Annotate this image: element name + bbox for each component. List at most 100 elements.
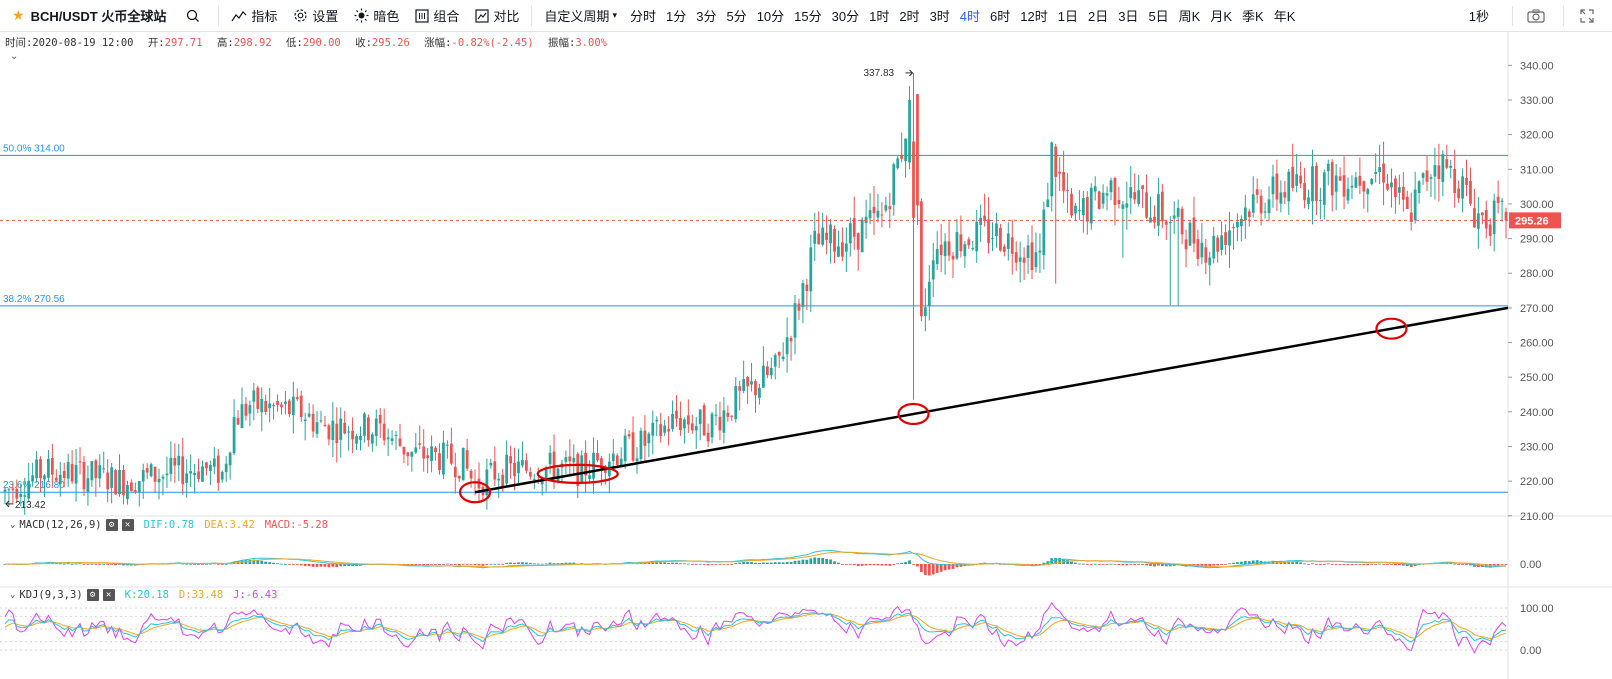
candle-body	[1034, 252, 1038, 267]
interval-2[interactable]: 3分	[696, 9, 717, 24]
candle-body	[323, 424, 327, 427]
macd-histogram-bar	[1322, 564, 1326, 565]
interval-12[interactable]: 12时	[1020, 9, 1048, 24]
candle-body	[1038, 250, 1042, 253]
candle-body	[394, 434, 398, 436]
candle	[734, 377, 738, 423]
candle-body	[1453, 169, 1457, 194]
symbol-selector[interactable]: ★ BCH/USDT 火币全球站	[0, 0, 176, 32]
candle-body	[1078, 210, 1081, 212]
macd-histogram-bar	[1247, 561, 1251, 564]
interval-6[interactable]: 30分	[831, 9, 860, 24]
macd-histogram-bar	[477, 564, 481, 566]
fullscreen-button[interactable]	[1568, 0, 1612, 32]
candle-body	[1224, 232, 1227, 246]
candle	[714, 404, 718, 426]
interval-10[interactable]: 4时	[959, 9, 981, 24]
candle-body	[122, 470, 125, 496]
macd-histogram-bar	[497, 563, 501, 565]
macd-histogram-bar	[1500, 564, 1504, 565]
gear-icon[interactable]: ⚙	[105, 519, 118, 531]
chart-area[interactable]: 210.00 220.00 230.00 240.00 250.00 260.00 270.…	[0, 32, 1612, 679]
dark-mode-button[interactable]: 暗色	[346, 0, 407, 32]
custom-period-dropdown[interactable]: 自定义周期 ▾	[536, 0, 625, 32]
candle-body	[1010, 237, 1014, 254]
interval-15[interactable]: 3日	[1118, 9, 1139, 24]
interval-8[interactable]: 2时	[899, 9, 920, 24]
candle-body	[813, 230, 817, 244]
candle	[481, 484, 485, 502]
interval-0[interactable]: 分时	[629, 9, 656, 24]
candle	[1117, 186, 1121, 209]
interval-7[interactable]: 1时	[869, 9, 890, 24]
candle	[841, 227, 844, 262]
candle-body	[801, 283, 805, 307]
interval-17[interactable]: 周K	[1178, 9, 1201, 24]
candle	[1014, 241, 1018, 271]
candle-body	[295, 397, 299, 400]
macd-histogram-bar	[70, 563, 74, 565]
macd-histogram-bar	[1382, 564, 1385, 565]
candle	[224, 456, 228, 482]
macd-histogram-bar	[252, 559, 256, 564]
interval-3[interactable]: 5分	[726, 9, 747, 24]
search-button[interactable]	[176, 0, 214, 32]
candle	[43, 474, 46, 497]
interval-5[interactable]: 15分	[794, 9, 822, 24]
candle	[1137, 174, 1141, 207]
interval-16[interactable]: 5日	[1148, 9, 1169, 24]
candle	[110, 463, 114, 504]
interval-9[interactable]: 3时	[929, 9, 950, 24]
star-icon[interactable]: ★	[12, 7, 25, 23]
combine-button[interactable]: 组合	[407, 0, 467, 32]
candle-body	[197, 471, 200, 479]
candle-body	[762, 365, 765, 388]
fib-level-label: 50.0% 314.00	[3, 143, 65, 154]
macd-histogram-bar	[122, 564, 125, 566]
interval-1[interactable]: 1分	[665, 9, 687, 24]
candle	[161, 474, 165, 496]
candle-body	[1208, 257, 1212, 266]
candle-body	[679, 417, 682, 431]
macd-histogram-bar	[461, 564, 465, 565]
candle-body	[453, 466, 457, 478]
chevron-down-icon[interactable]: ⌄	[10, 590, 16, 600]
interval-14[interactable]: 2日	[1087, 9, 1109, 24]
candle	[1303, 168, 1306, 209]
gear-icon[interactable]: ⚙	[86, 589, 99, 601]
candle	[1070, 187, 1073, 219]
seconds-button[interactable]: 1秒	[1468, 9, 1489, 24]
macd-histogram-bar	[1334, 564, 1338, 565]
macd-histogram-bar	[1303, 563, 1306, 565]
interval-13[interactable]: 1日	[1057, 9, 1078, 24]
macd-histogram-bar	[769, 562, 773, 564]
macd-histogram-bar	[1089, 564, 1093, 565]
settings-button[interactable]: 设置	[285, 0, 346, 32]
candle-body	[398, 438, 402, 446]
candle	[422, 429, 426, 472]
compare-button[interactable]: 对比	[467, 0, 527, 32]
kdj-legend: ⌄ KDJ(9,3,3) ⚙ ✕ K:20.18 D:33.48 J:-6.43	[4, 589, 277, 601]
candle	[1437, 143, 1441, 202]
macd-histogram-bar	[1109, 563, 1113, 565]
interval-18[interactable]: 月K	[1210, 9, 1233, 24]
indicators-button[interactable]: 指标	[223, 0, 285, 32]
candle-body	[181, 456, 185, 485]
candle	[999, 223, 1002, 252]
candle	[1208, 251, 1212, 286]
interval-11[interactable]: 6时	[990, 9, 1011, 24]
candle	[1374, 153, 1378, 183]
close-icon[interactable]: ✕	[121, 519, 134, 531]
interval-19[interactable]: 季K	[1242, 9, 1264, 24]
candle	[852, 196, 856, 250]
close-icon[interactable]: ✕	[102, 589, 115, 601]
candle-body	[738, 386, 742, 391]
interval-20[interactable]: 年K	[1273, 9, 1296, 24]
chart-canvas[interactable]: 210.00 220.00 230.00 240.00 250.00 260.00 270.…	[0, 32, 1612, 679]
interval-4[interactable]: 10分	[756, 9, 785, 24]
chevron-down-icon[interactable]: ⌄	[10, 51, 19, 62]
candle	[378, 408, 382, 438]
chevron-down-icon[interactable]: ⌄	[10, 520, 16, 530]
screenshot-button[interactable]	[1517, 0, 1559, 32]
candle	[118, 454, 121, 497]
